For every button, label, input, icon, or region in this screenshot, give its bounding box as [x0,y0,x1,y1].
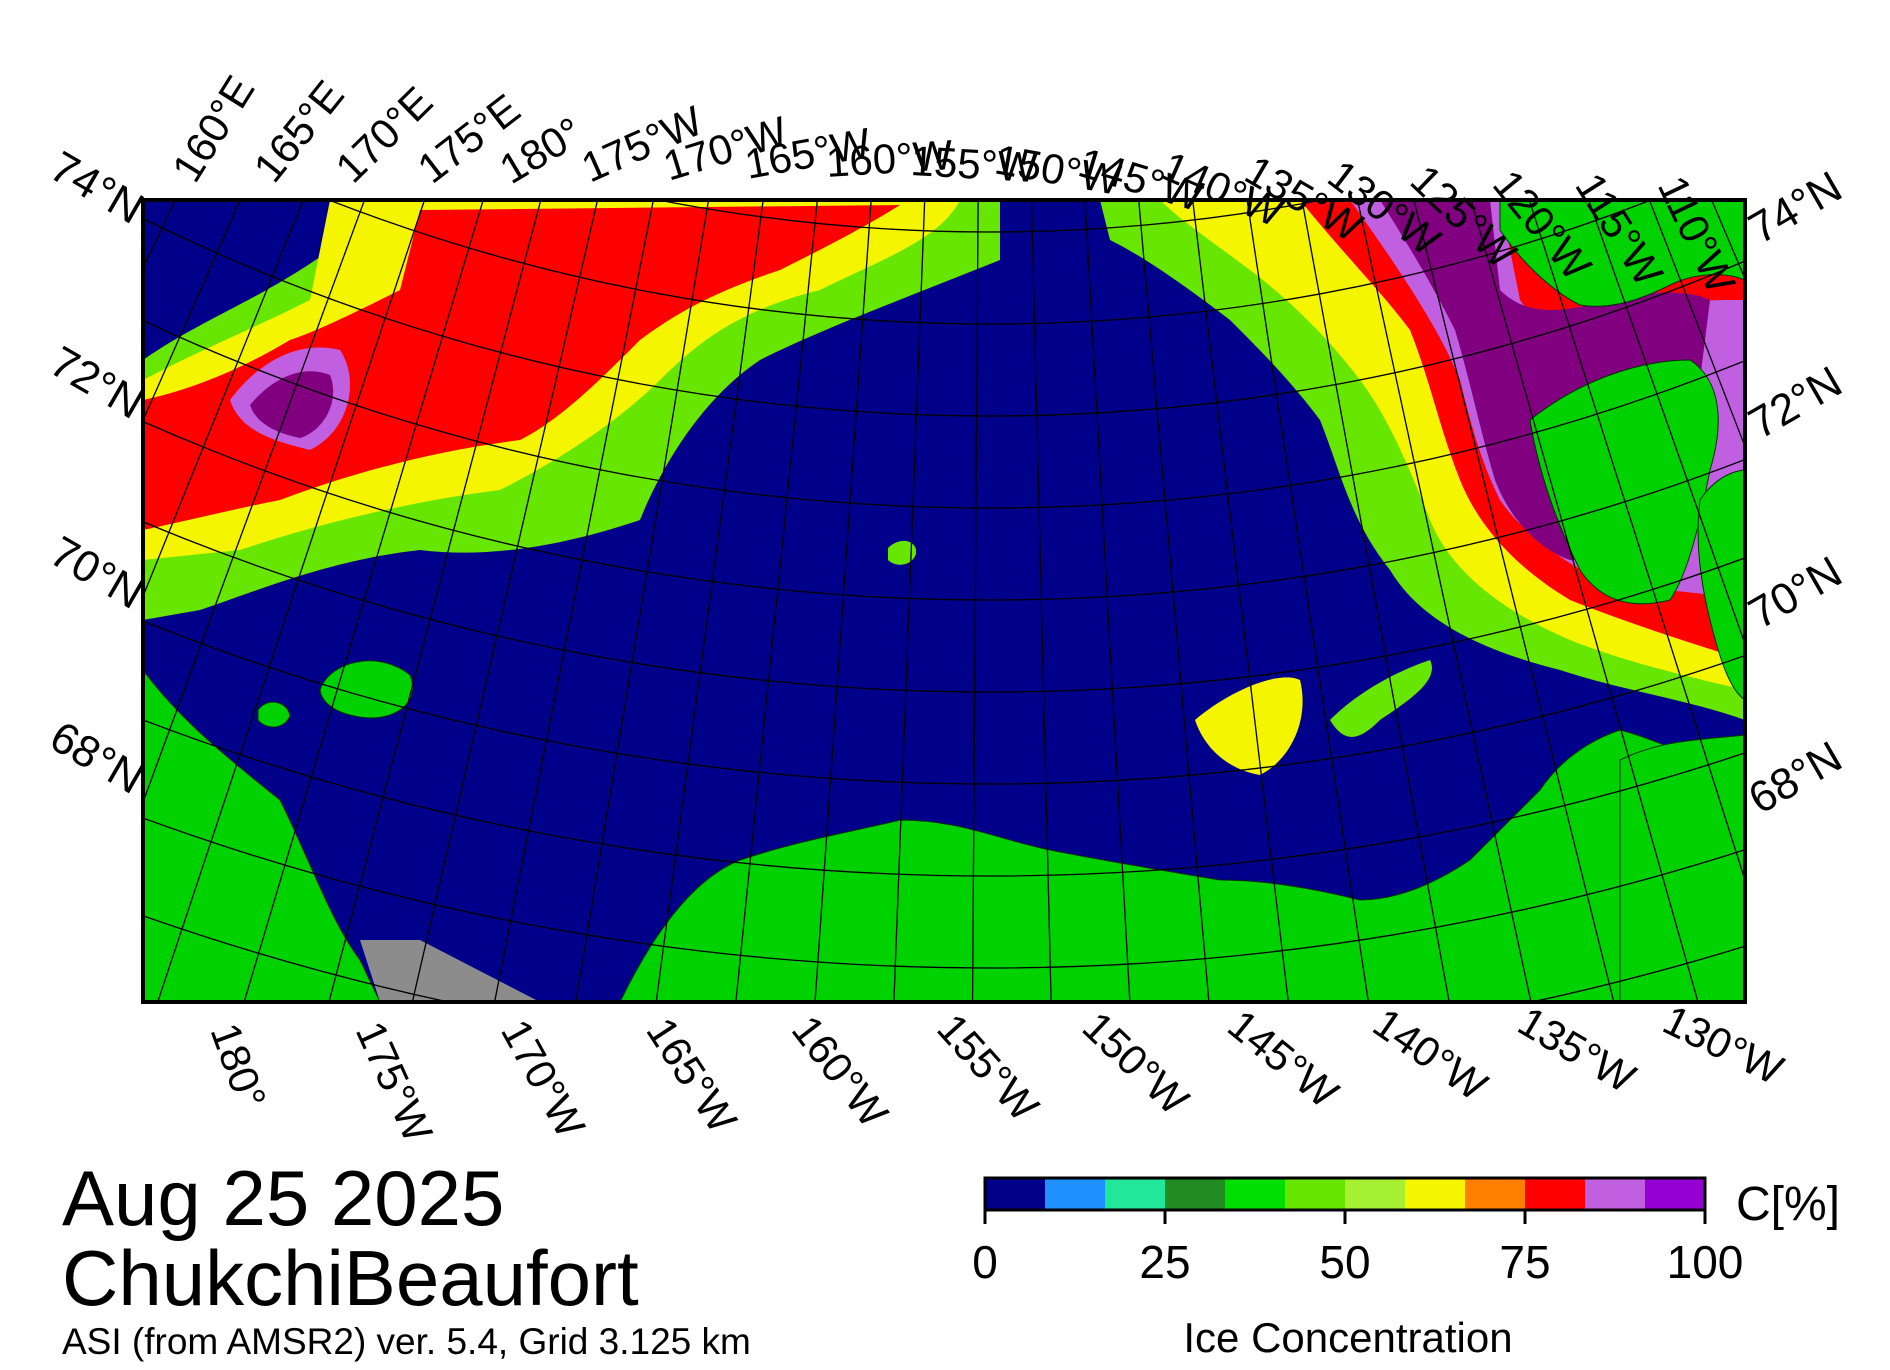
colorbar-swatch-10 [1585,1178,1645,1210]
graticule-meridian [1084,200,1131,1002]
no-data-area [360,940,540,1002]
graticule-meridian [893,200,926,1002]
colorbar-swatch-0 [985,1178,1045,1210]
colorbar-swatch-6 [1345,1178,1405,1210]
chukchi-ice-belt [143,200,1000,620]
map-date: Aug 25 2025 [62,1154,505,1242]
colorbar-tick-label-1: 25 [1139,1236,1190,1288]
siberia-coast [143,669,381,1002]
right-latitude-label-3: 68°N [1741,732,1851,824]
graticule-meridian [575,200,710,1002]
graticule-meridian [0,0,62,700]
colorbar-swatch-4 [1225,1178,1285,1210]
bottom-longitude-label-6: 150°W [1074,1002,1198,1124]
graticule-meridian [1528,200,1745,883]
left-latitude-label-1: 72°N [42,337,152,429]
colorbar-swatch-1 [1045,1178,1105,1210]
bottom-longitude-label-3: 165°W [637,1009,746,1141]
alaska [619,729,1745,1002]
graticule-meridian [0,0,26,645]
right-latitude-label-2: 70°N [1741,547,1851,639]
graticule-meridian [1863,0,1890,777]
ice-patch-east-2 [1330,660,1432,737]
ice-patch-central [888,540,917,565]
right-latitude-label-1: 72°N [1741,357,1851,449]
graticule-meridian [1246,200,1370,1002]
graticule-parallel-3 [143,217,1745,417]
colorbar-swatch-8 [1465,1178,1525,1210]
graticule-meridian [1192,200,1290,1002]
bottom-longitude-label-8: 140°W [1365,999,1496,1110]
graticule-meridian [157,200,426,1002]
colorbar-tick-label-0: 0 [972,1236,998,1288]
arctic-islands-ne [1499,200,1745,307]
graticule-meridian [1824,0,1890,827]
graticule-meridian [1785,0,1890,875]
ice-patch-east [1195,677,1303,775]
graticule-meridian [1413,200,1615,1002]
bottom-longitude-label-5: 155°W [928,1005,1048,1131]
bottom-longitude-labels: 180° 175°W 170°W 165°W 160°W 155°W 150°W 145°W 1… [202,996,1791,1149]
graticule-meridian [1356,200,1532,1002]
graticule-meridian [1470,200,1699,1002]
graticule-meridian [1138,200,1210,1002]
graticule-meridian [814,200,872,1002]
colorbar-swatch-11 [1645,1178,1705,1210]
bottom-longitude-label-7: 145°W [1219,1001,1347,1118]
victoria-island [1697,469,1745,701]
graticule-parallel-5 [143,420,1745,601]
graticule-meridian [243,200,484,1002]
graticule-parallel-1 [657,200,1323,233]
left-latitude-label-3: 68°N [42,712,152,804]
region-title: ChukchiBeaufort [62,1234,639,1322]
graticule-parallel-2 [327,200,1653,325]
bottom-longitude-label-4: 160°W [783,1007,898,1136]
top-longitude-label-9: 155°W [909,137,1038,191]
herald-island [257,701,291,728]
colorbar-tick-label-2: 50 [1319,1236,1370,1288]
graticule-meridian [735,200,818,1002]
graticule-meridian [971,200,979,1002]
colorbar-tick-label-4: 100 [1667,1236,1744,1288]
top-longitude-label-1: 165°E [244,72,353,191]
graticule-meridian [1301,200,1450,1002]
graticule-meridian [143,200,366,804]
bottom-longitude-label-1: 175°W [347,1014,442,1149]
left-latitude-labels: 74°N 72°N 70°N 68°N [42,142,152,804]
graticule-meridian [1030,200,1052,1002]
left-latitude-label-2: 70°N [42,527,152,619]
product-description: ASI (from AMSR2) ver. 5.4, Grid 3.125 km [62,1321,751,1362]
colorbar-swatch-9 [1525,1178,1585,1210]
colorbar-swatch-7 [1405,1178,1465,1210]
colorbar-swatch-2 [1105,1178,1165,1210]
left-latitude-label-0: 74°N [42,142,152,234]
map-frame [141,198,1747,1004]
colorbar-swatch-3 [1165,1178,1225,1210]
bottom-longitude-label-10: 130°W [1656,996,1791,1094]
colorbar-tick-label-3: 75 [1499,1236,1550,1288]
right-latitude-label-0: 74°N [1741,162,1851,254]
bottom-longitude-label-2: 170°W [492,1012,594,1146]
bottom-longitude-label-9: 135°W [1510,997,1643,1102]
graticule-meridian [1587,200,1745,646]
graticule-meridian [493,200,655,1002]
top-longitude-label-8: 160°W [825,131,955,186]
colorbar-unit: C[%] [1736,1178,1840,1231]
map-area [0,0,1890,1002]
right-latitude-labels: 74°N 72°N 70°N 68°N [1741,162,1851,824]
colorbar-title: Ice Concentration [1183,1314,1512,1361]
graticule [0,0,1890,1002]
graticule-meridian [143,200,304,599]
colorbar-swatch-5 [1285,1178,1345,1210]
colorbar: 0 25 50 75 100 [972,1176,1744,1288]
bottom-longitude-label-0: 180° [202,1017,276,1115]
graticule-meridian [328,200,542,1002]
graticule-parallel-4 [143,319,1745,509]
graticule-meridian [411,200,599,1002]
top-longitude-label-0: 160°E [163,67,264,189]
